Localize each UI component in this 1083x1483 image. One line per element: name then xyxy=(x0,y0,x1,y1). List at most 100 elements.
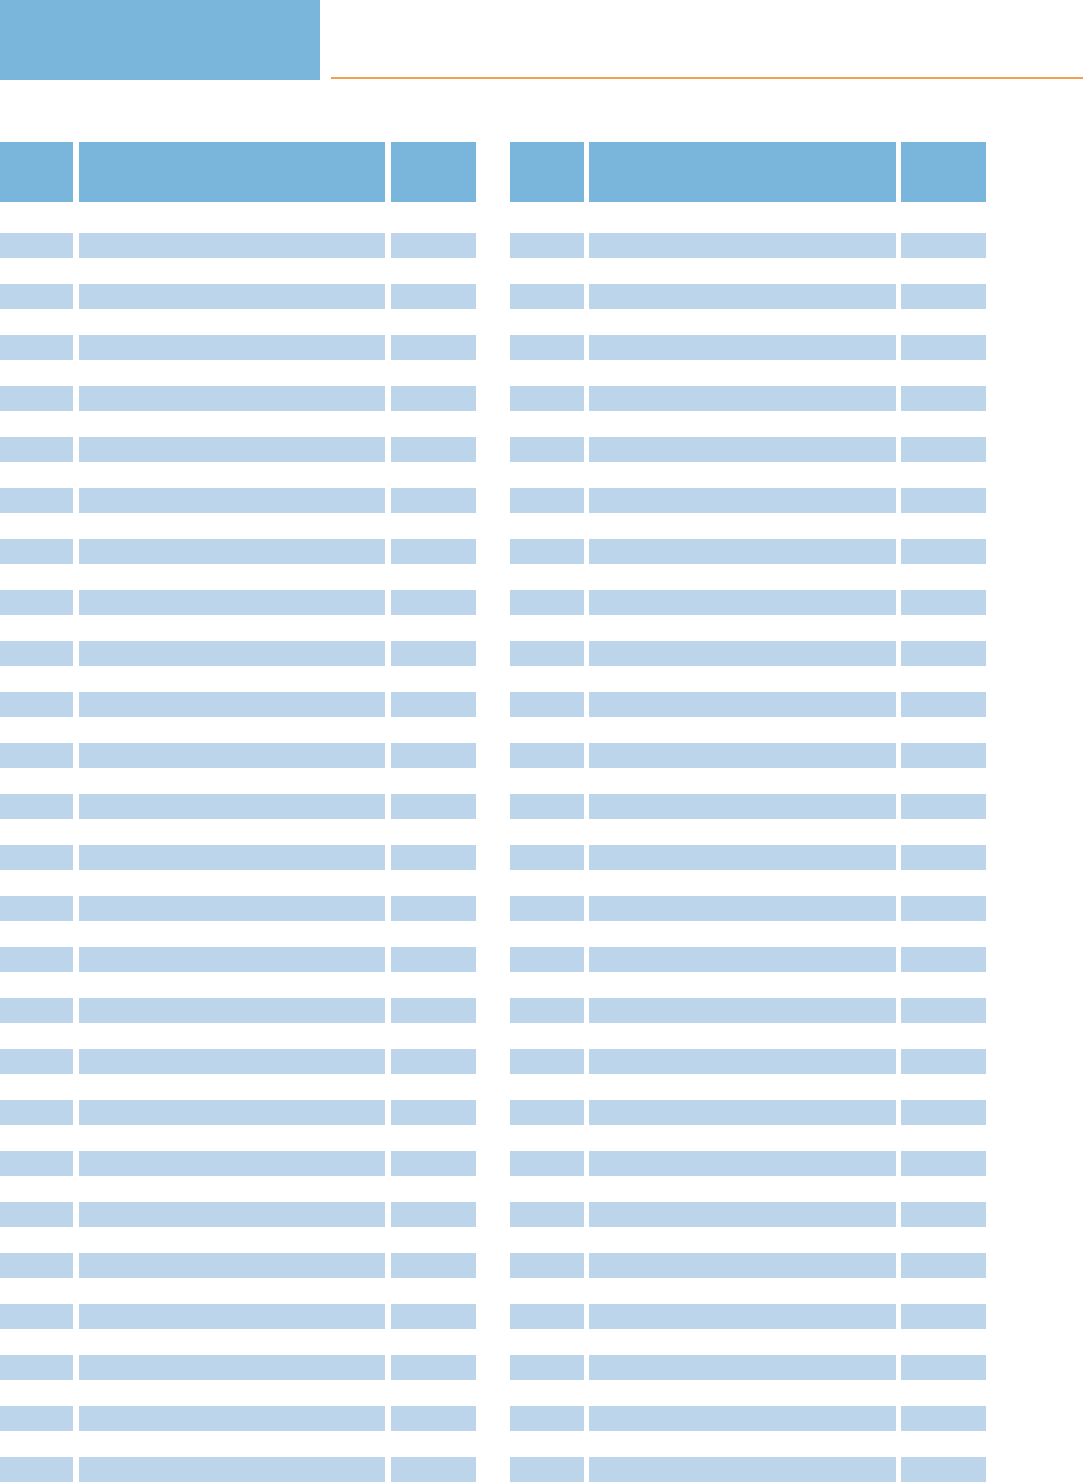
table-cell xyxy=(391,539,476,564)
table-cell xyxy=(510,896,584,921)
table-cell xyxy=(391,437,476,462)
table-cell xyxy=(901,794,986,819)
table-cell xyxy=(510,845,584,870)
table-cell xyxy=(391,1049,476,1074)
table-cell xyxy=(0,743,73,768)
table-cell xyxy=(510,284,584,309)
table-cell xyxy=(0,1151,73,1176)
table-cell xyxy=(391,692,476,717)
table-cell xyxy=(79,284,385,309)
table-cell xyxy=(510,947,584,972)
table-cell xyxy=(0,794,73,819)
table-cell xyxy=(510,641,584,666)
table-cell xyxy=(0,437,73,462)
table-cell xyxy=(0,386,73,411)
table-cell xyxy=(901,539,986,564)
table-cell xyxy=(901,845,986,870)
table-cell xyxy=(901,1100,986,1125)
table-cell xyxy=(510,1457,584,1482)
table-cell xyxy=(391,1304,476,1329)
table-cell xyxy=(391,896,476,921)
table-cell xyxy=(0,896,73,921)
table-cell xyxy=(0,1355,73,1380)
table-cell xyxy=(0,1253,73,1278)
header-box xyxy=(0,0,320,80)
table-cell xyxy=(391,1406,476,1431)
table-cell xyxy=(589,335,896,360)
table-cell xyxy=(391,743,476,768)
table-cell xyxy=(901,1355,986,1380)
table-header-cell xyxy=(589,142,896,202)
table-cell xyxy=(79,1151,385,1176)
table-cell xyxy=(901,437,986,462)
table-cell xyxy=(901,1253,986,1278)
table-cell xyxy=(391,794,476,819)
table-cell xyxy=(0,539,73,564)
table-cell xyxy=(510,1406,584,1431)
table-cell xyxy=(391,641,476,666)
table-header-cell xyxy=(79,142,385,202)
table-cell xyxy=(0,998,73,1023)
table-cell xyxy=(589,1406,896,1431)
table-cell xyxy=(589,590,896,615)
table-cell xyxy=(79,1253,385,1278)
table-cell xyxy=(391,233,476,258)
table-cell xyxy=(589,1304,896,1329)
table-cell xyxy=(510,386,584,411)
table-cell xyxy=(901,1151,986,1176)
table-cell xyxy=(79,743,385,768)
table-cell xyxy=(0,692,73,717)
table-cell xyxy=(589,794,896,819)
table-cell xyxy=(391,1151,476,1176)
table-cell xyxy=(0,1406,73,1431)
table-cell xyxy=(589,845,896,870)
table-cell xyxy=(79,1100,385,1125)
table-cell xyxy=(589,284,896,309)
table-cell xyxy=(79,590,385,615)
table-cell xyxy=(0,284,73,309)
table-cell xyxy=(589,998,896,1023)
table-cell xyxy=(510,437,584,462)
table-cell xyxy=(589,743,896,768)
table-cell xyxy=(510,1049,584,1074)
table-cell xyxy=(901,1202,986,1227)
table-cell xyxy=(79,1202,385,1227)
table-cell xyxy=(510,743,584,768)
table-cell xyxy=(510,1355,584,1380)
table-cell xyxy=(901,641,986,666)
table-cell xyxy=(589,947,896,972)
table-cell xyxy=(901,1457,986,1482)
table-cell xyxy=(391,1202,476,1227)
table-header-cell xyxy=(391,142,476,202)
table-cell xyxy=(0,947,73,972)
table-cell xyxy=(0,335,73,360)
table-cell xyxy=(79,335,385,360)
table-cell xyxy=(79,1355,385,1380)
table-header-cell xyxy=(510,142,584,202)
table-cell xyxy=(510,794,584,819)
table-cell xyxy=(510,1253,584,1278)
table-cell xyxy=(510,488,584,513)
table-cell xyxy=(901,1049,986,1074)
table-cell xyxy=(391,284,476,309)
table-cell xyxy=(589,386,896,411)
table-cell xyxy=(901,386,986,411)
table-cell xyxy=(79,1049,385,1074)
table-cell xyxy=(79,845,385,870)
table-cell xyxy=(0,1304,73,1329)
table-cell xyxy=(391,1457,476,1482)
table-cell xyxy=(79,641,385,666)
table-cell xyxy=(391,386,476,411)
table-cell xyxy=(0,641,73,666)
table-cell xyxy=(589,437,896,462)
table-cell xyxy=(589,233,896,258)
table-cell xyxy=(901,1304,986,1329)
table-cell xyxy=(79,896,385,921)
table-cell xyxy=(510,1304,584,1329)
table-cell xyxy=(79,1457,385,1482)
table-cell xyxy=(589,692,896,717)
table-cell xyxy=(79,1406,385,1431)
table-cell xyxy=(510,1100,584,1125)
table-cell xyxy=(391,947,476,972)
table-cell xyxy=(510,335,584,360)
